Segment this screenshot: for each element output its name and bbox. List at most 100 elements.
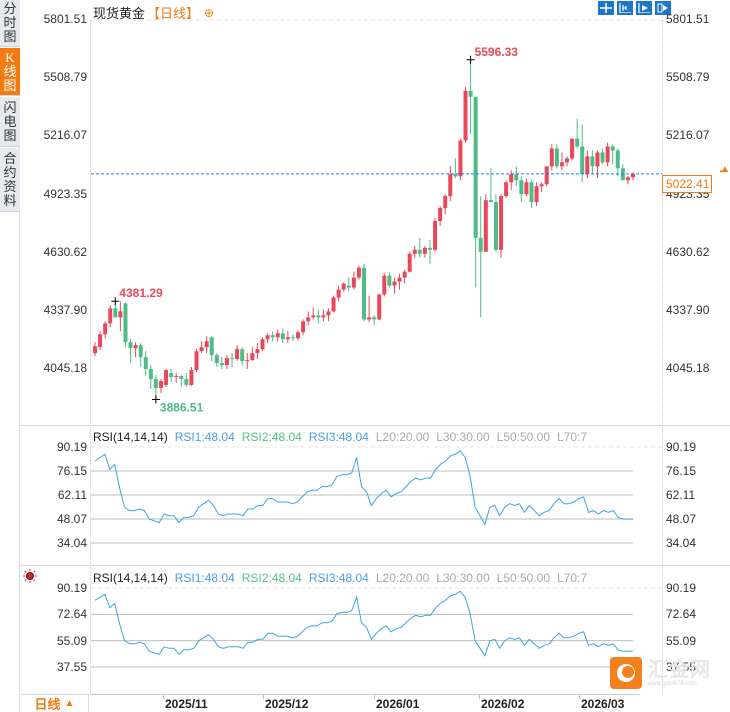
tab-char: 时 — [3, 15, 17, 30]
rsi-legend: RSI(14,14,14) RSI1:48.04 RSI2:48.04 RSI3… — [93, 571, 587, 585]
level-value: L50:50.00 — [496, 430, 551, 444]
rsi-legend: RSI(14,14,14) RSI1:48.04 RSI2:48.04 RSI3… — [93, 430, 587, 444]
play-axis-icon — [638, 3, 650, 13]
caret-up-icon: ▲ — [64, 698, 75, 709]
level-value: L50:50.00 — [496, 571, 551, 585]
period-label: 日线 — [34, 697, 61, 712]
logo-url: www.gold678.com — [648, 681, 697, 687]
date-tick — [263, 695, 264, 699]
rsi2-value: RSI2:48.04 — [241, 430, 302, 444]
period-tag: 【日线】 — [147, 6, 200, 21]
rsi-tick: 55.09 — [56, 634, 87, 648]
price-tick: 4923.35 — [43, 187, 87, 201]
svg-text:4381.29: 4381.29 — [119, 286, 163, 300]
price-tick: 5216.07 — [43, 128, 87, 142]
chart-title: 现货黄金 【日线】 ⊕ — [93, 3, 214, 22]
tab-char: 闪 — [3, 99, 17, 115]
tab-char: 分 — [3, 1, 17, 16]
rsi-tick: 76.15 — [666, 464, 697, 478]
price-tick: 4630.62 — [43, 245, 87, 259]
rsi-tick: 90.19 — [56, 440, 87, 454]
panel-divider — [20, 565, 730, 566]
add-indicator-icon[interactable]: ⊕ — [204, 5, 215, 20]
jump-right-icon — [657, 3, 668, 13]
rsi-tick: 62.11 — [57, 488, 87, 502]
tab-char: 线 — [3, 63, 17, 79]
rsi-label: RSI(14,14,14) — [93, 571, 168, 585]
rsi-tick: 34.04 — [56, 536, 87, 550]
date-label: 2025/12 — [265, 697, 309, 711]
rsi3-value: RSI3:48.04 — [308, 430, 369, 444]
date-axis: 2025/11 2025/12 2026/01 2026/02 2026/03 — [90, 694, 640, 712]
range-zoom-button[interactable] — [617, 1, 633, 15]
panel-divider — [20, 425, 730, 426]
price-tick: 4045.18 — [666, 361, 710, 375]
tab-char: 约 — [3, 164, 17, 180]
expand-up-icon[interactable]: ▲ ▔ — [720, 164, 730, 183]
chart-toolbar — [598, 1, 671, 15]
level-value: L70:7 — [557, 430, 588, 444]
date-tick — [579, 695, 580, 699]
price-tick: 4337.90 — [43, 303, 87, 317]
tab-char: 图 — [3, 29, 17, 44]
price-tick: 5801.51 — [43, 12, 87, 26]
gold678-logo: 汇金网 www.gold678.com — [610, 657, 711, 689]
level-value: L20:20.00 — [375, 571, 430, 585]
indicator-settings-icon[interactable] — [22, 569, 38, 583]
date-label: 2026/02 — [481, 697, 525, 711]
date-tick — [479, 695, 480, 699]
rsi-tick: 72.64 — [56, 607, 87, 621]
range-icon — [619, 3, 631, 13]
tab-char: 图 — [3, 127, 17, 143]
price-tick: 5508.79 — [666, 70, 710, 84]
level-value: L30:30.00 — [436, 430, 490, 444]
rsi-tick: 37.55 — [666, 660, 697, 674]
crosshair-icon — [600, 3, 612, 13]
rsi3-value: RSI3:48.04 — [308, 571, 369, 585]
rsi2-value: RSI2:48.04 — [241, 571, 302, 585]
current-price-tag: 5022.41 — [662, 175, 712, 193]
level-value: L70:7 — [557, 571, 588, 585]
price-tick: 5216.07 — [666, 128, 710, 142]
tab-char: 图 — [3, 77, 17, 93]
price-tick: 4337.90 — [666, 303, 710, 317]
rsi-tick: 34.04 — [666, 536, 697, 550]
tab-char: K — [5, 49, 15, 65]
logo-name: 汇金网 — [648, 659, 711, 681]
rsi-tick: 48.07 — [56, 512, 87, 526]
date-tick — [163, 695, 164, 699]
autoscroll-button[interactable] — [636, 1, 652, 15]
level-value: L20:20.00 — [375, 430, 430, 444]
price-tick: 5801.51 — [666, 12, 710, 26]
rsi-tick: 55.09 — [666, 634, 697, 648]
tab-kline-chart[interactable]: K 线 图 — [0, 48, 20, 96]
svg-text:3886.51: 3886.51 — [160, 401, 204, 415]
tab-char: 电 — [3, 113, 17, 129]
tab-timeshare-chart[interactable]: 分 时 图 — [0, 0, 20, 47]
crosshair-button[interactable] — [598, 1, 614, 15]
rsi1-value: RSI1:48.04 — [174, 571, 235, 585]
tab-char: 合 — [3, 150, 17, 166]
period-selector[interactable]: 日线 ▲ — [21, 694, 89, 712]
logo-mark-icon — [610, 657, 642, 689]
price-tick: 5508.79 — [43, 70, 87, 84]
tab-char: 料 — [3, 192, 17, 208]
date-label: 2026/03 — [581, 697, 625, 711]
rsi-label: RSI(14,14,14) — [93, 430, 168, 444]
rsi-tick: 37.55 — [56, 660, 87, 674]
rsi1-value: RSI1:48.04 — [174, 430, 235, 444]
rsi-tick: 90.19 — [666, 581, 697, 595]
svg-text:5596.33: 5596.33 — [475, 45, 519, 59]
rsi-tick: 90.19 — [56, 581, 87, 595]
instrument-name: 现货黄金 — [93, 6, 146, 21]
view-tab-sidebar: 分 时 图 K 线 图 闪 电 图 合 约 资 料 — [0, 0, 20, 712]
date-tick — [374, 695, 375, 699]
tab-contract-info[interactable]: 合 约 资 料 — [0, 148, 20, 212]
rsi-tick: 76.15 — [56, 464, 87, 478]
rsi-tick: 72.64 — [666, 607, 697, 621]
left-axis-line — [90, 20, 91, 694]
jump-latest-button[interactable] — [655, 1, 671, 15]
tab-flash-chart[interactable]: 闪 电 图 — [0, 97, 20, 147]
